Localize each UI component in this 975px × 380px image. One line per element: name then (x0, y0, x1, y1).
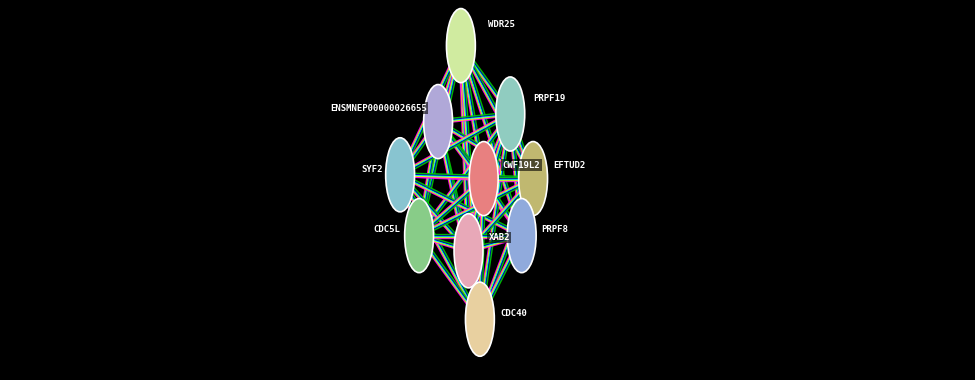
Ellipse shape (447, 9, 476, 83)
Text: CWF19L2: CWF19L2 (503, 161, 540, 170)
Text: WDR25: WDR25 (488, 20, 515, 29)
Ellipse shape (454, 214, 483, 288)
Ellipse shape (465, 282, 494, 356)
Text: SYF2: SYF2 (362, 165, 383, 174)
Ellipse shape (469, 141, 498, 216)
Ellipse shape (519, 141, 548, 216)
Ellipse shape (386, 138, 414, 212)
Text: XAB2: XAB2 (488, 233, 510, 242)
Ellipse shape (405, 198, 434, 273)
Text: CDC40: CDC40 (501, 309, 527, 318)
Text: ENSMNEP00000026655: ENSMNEP00000026655 (330, 104, 427, 113)
Text: PRPF8: PRPF8 (541, 225, 568, 234)
Ellipse shape (424, 84, 452, 159)
Text: EFTUD2: EFTUD2 (553, 161, 585, 170)
Ellipse shape (507, 198, 536, 273)
Ellipse shape (496, 77, 525, 151)
Text: CDC5L: CDC5L (373, 225, 400, 234)
Text: PRPF19: PRPF19 (533, 94, 566, 103)
